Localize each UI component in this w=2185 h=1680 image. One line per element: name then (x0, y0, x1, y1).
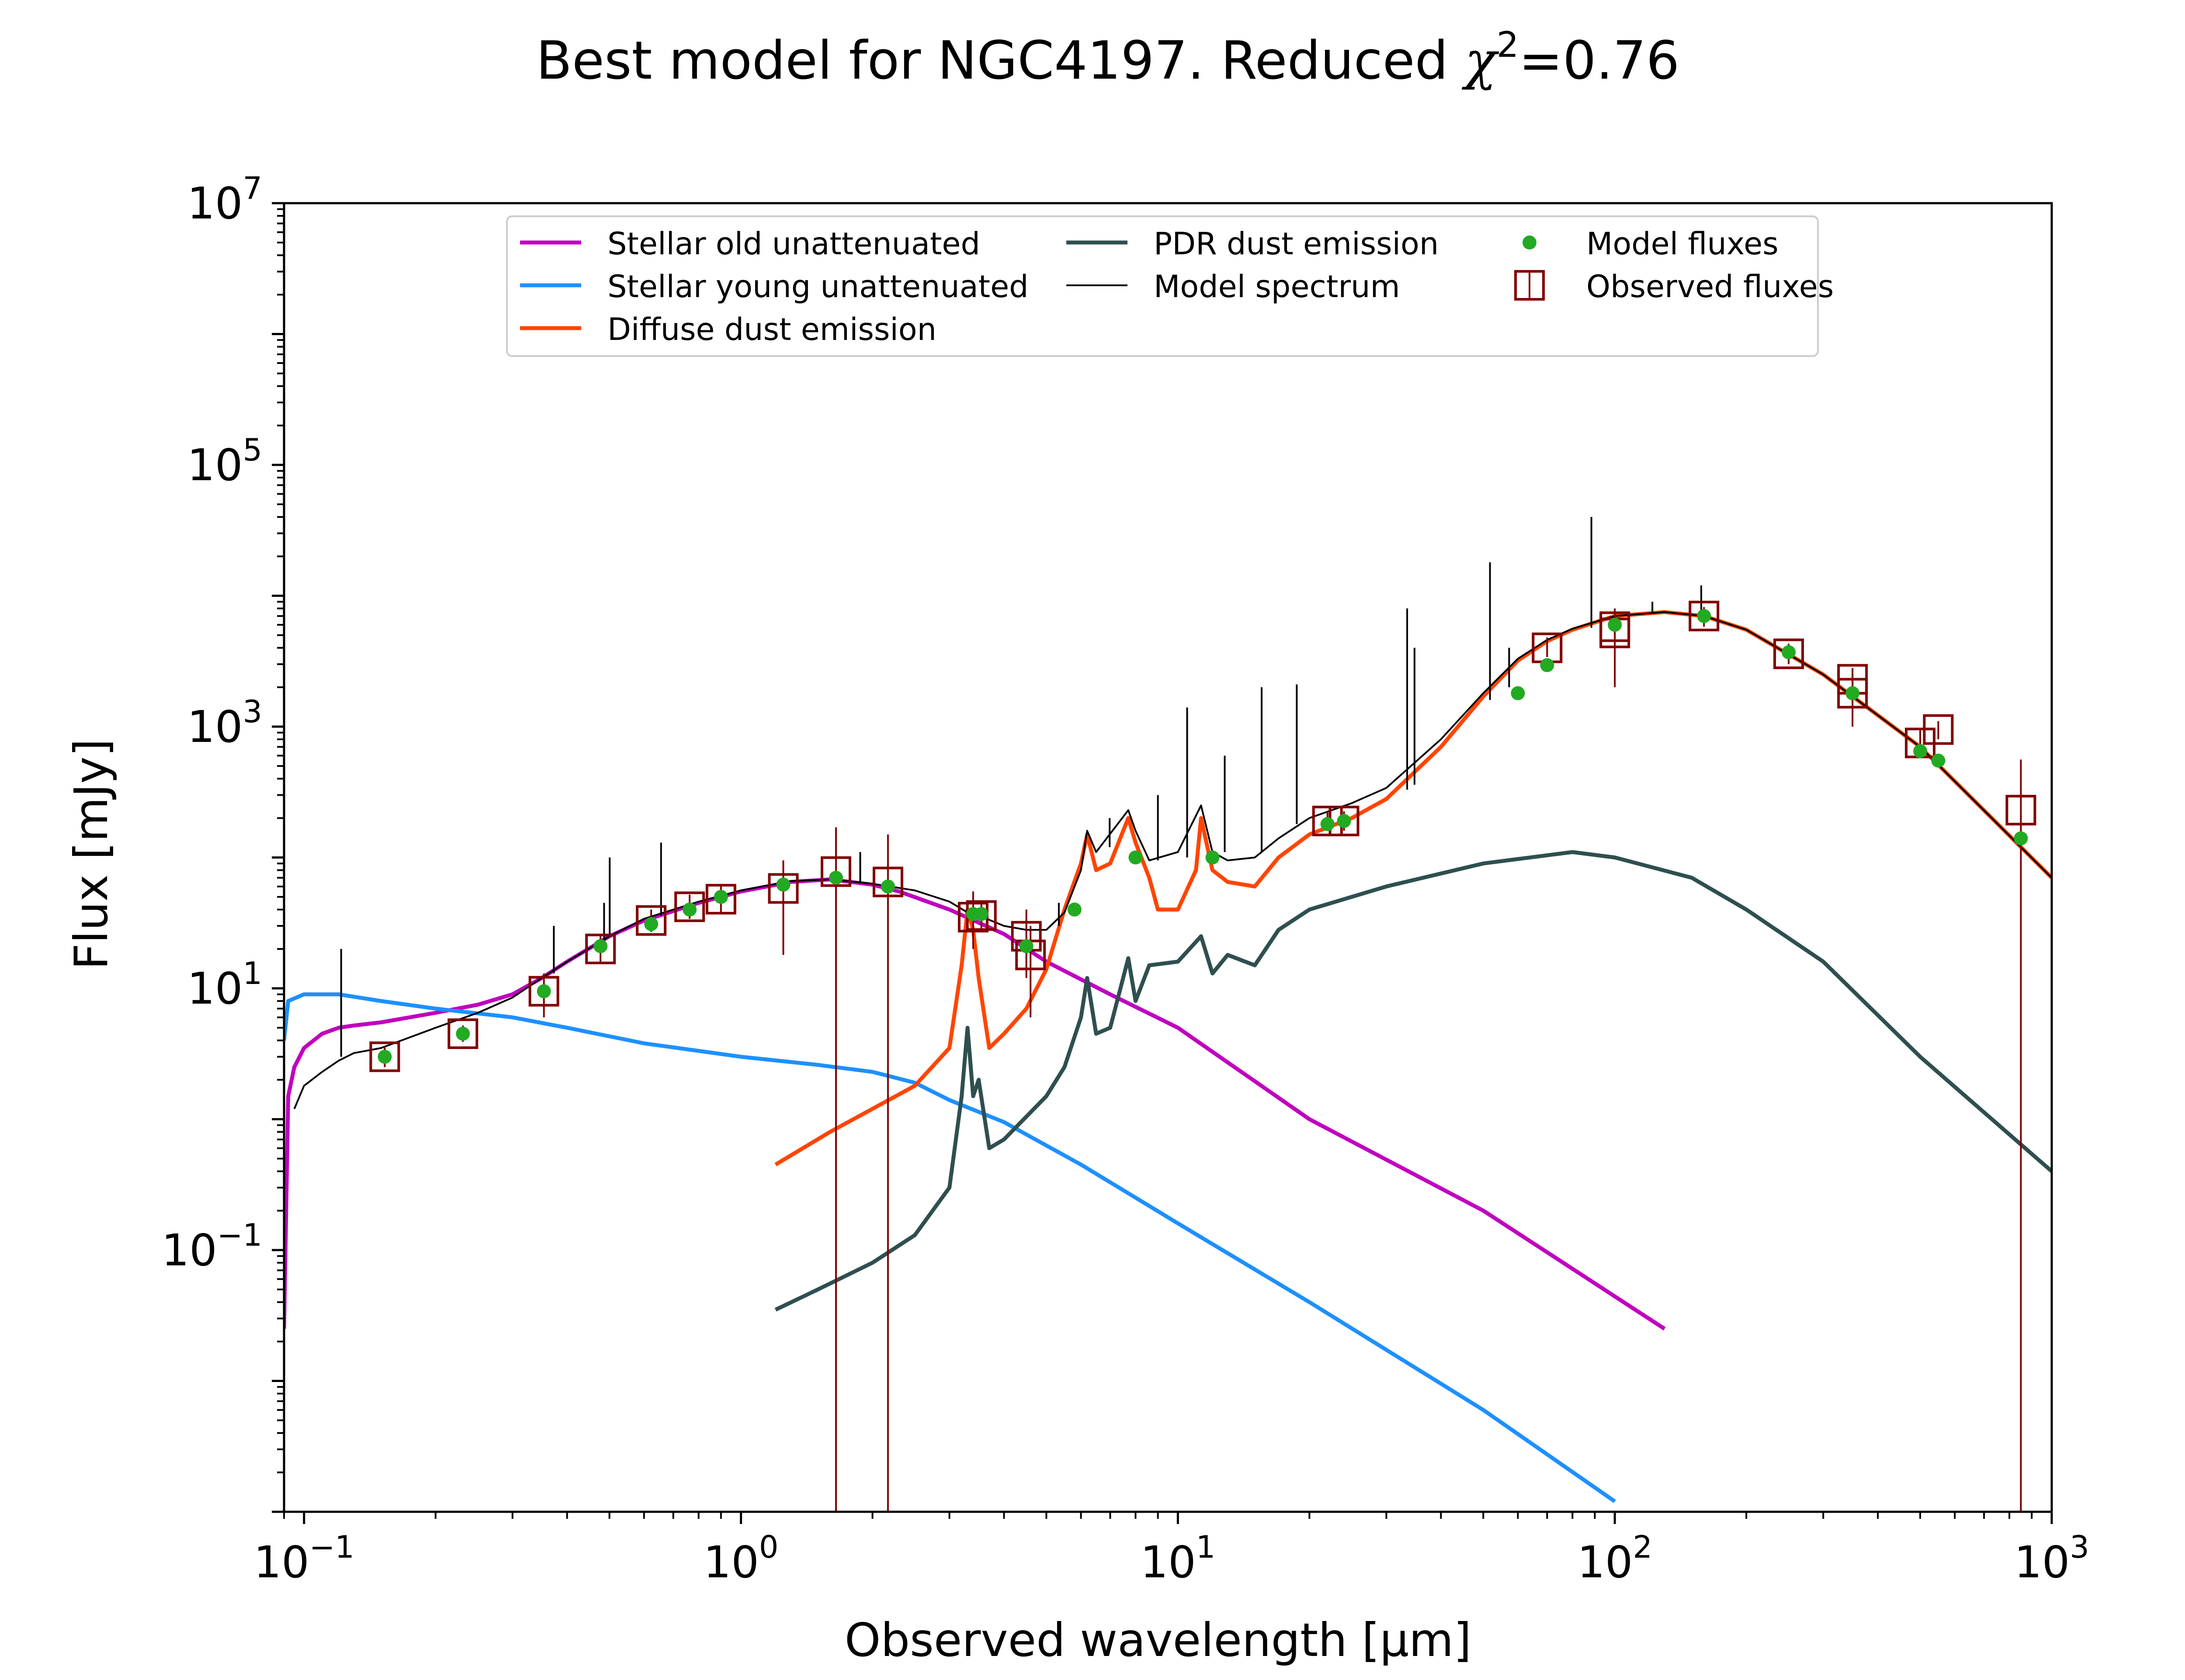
observed-flux-point (768, 873, 799, 904)
model-flux-point (1540, 658, 1554, 672)
model-flux-point (1205, 850, 1220, 865)
model-flux-point (829, 870, 843, 885)
observed-flux-point (1837, 678, 1868, 709)
x-tick-label: 10−1 (254, 1529, 354, 1588)
model-flux-point (683, 902, 697, 917)
model-flux-point (1697, 609, 1711, 623)
x-tick-label: 101 (1140, 1529, 1215, 1588)
legend-item: Stellar young unattenuated (520, 269, 1029, 305)
observed-flux-point (821, 856, 852, 887)
plot-inner (284, 517, 2052, 1512)
legend-label: Model spectrum (1154, 269, 1400, 305)
y-tick-label: 107 (187, 170, 262, 229)
model-flux-point (2014, 831, 2028, 845)
model-flux-point (1320, 817, 1335, 831)
observed-flux-point (2005, 795, 2036, 826)
legend-label: PDR dust emission (1154, 226, 1439, 262)
observed-flux-point (369, 1041, 400, 1072)
observed-flux-point (1689, 600, 1720, 631)
model-flux-point (378, 1050, 392, 1064)
legend-label: Stellar old unattenuated (607, 226, 980, 262)
observed-flux-point (872, 866, 903, 897)
legend-label: Model fluxes (1586, 226, 1779, 262)
observed-flux-point (636, 905, 667, 936)
legend-label: Diffuse dust emission (607, 312, 936, 347)
legend-item: Stellar old unattenuated (520, 226, 980, 262)
legend-item: Model spectrum (1066, 269, 1400, 305)
model-flux-point (714, 890, 728, 904)
legend-label: Observed fluxes (1586, 269, 1834, 305)
model-flux-point (1913, 744, 1928, 759)
series-line-4 (774, 850, 2052, 1312)
y-axis: 10−1 101 103 105 107 (162, 170, 284, 1513)
y-axis-label: Flux [mJy] (65, 739, 118, 970)
observed-flux-point (674, 891, 705, 922)
model-flux-point (1608, 617, 1622, 632)
title-suffix: =0.76 (1519, 31, 1680, 91)
legend-item: PDR dust emission (1066, 226, 1439, 262)
legend-swatch (1523, 236, 1536, 249)
x-axis: 10−1 100 101 102 103 (254, 1512, 2089, 1588)
x-axis-label: Observed wavelength [μm] (845, 1614, 1472, 1667)
legend: Stellar old unattenuated Stellar young un… (506, 215, 1834, 357)
series-line-5 (293, 611, 2052, 1109)
y-tick-label: 105 (187, 432, 262, 491)
model-flux-point (537, 984, 551, 998)
observed-flux-point (447, 1018, 479, 1049)
title-chi-symbol: χ (1462, 31, 1499, 91)
model-flux-point (881, 879, 895, 894)
model-flux-point (456, 1026, 470, 1041)
model-flux-point (1128, 850, 1143, 865)
x-tick-label: 100 (704, 1529, 779, 1588)
title-prefix: Best model for NGC4197. Reduced (536, 31, 1465, 91)
legend-label: Stellar young unattenuated (607, 269, 1029, 305)
model-flux-point (644, 917, 659, 931)
observed-flux-point (1923, 714, 1954, 745)
model-flux-point (974, 907, 988, 921)
title-superscript: 2 (1497, 24, 1519, 65)
x-tick-label: 102 (1577, 1529, 1652, 1588)
observed-flux-point (1773, 638, 1804, 669)
legend-item: Diffuse dust emission (520, 312, 936, 347)
model-flux-point (1931, 753, 1946, 768)
series-line-2 (284, 992, 1616, 1503)
model-flux-point (1511, 686, 1525, 700)
model-flux-point (1337, 814, 1351, 828)
series-line-3 (774, 610, 2052, 1167)
y-tick-label: 10−1 (162, 1217, 262, 1276)
chart-title: Best model for NGC4197. Reduced χ2=0.76 (536, 24, 1680, 91)
y-tick-label: 101 (187, 956, 262, 1014)
model-flux-point (1845, 686, 1860, 700)
model-flux-point (776, 877, 791, 892)
model-flux-point (593, 939, 608, 953)
y-tick-label: 103 (187, 694, 262, 752)
model-flux-point (1067, 902, 1082, 917)
model-flux-point (1782, 645, 1796, 659)
observed-flux-point (528, 976, 559, 1007)
model-flux-point (1019, 939, 1034, 953)
observed-flux-point (1599, 611, 1630, 642)
x-tick-label: 103 (2014, 1529, 2089, 1588)
observed-flux-point (585, 933, 616, 964)
legend-box (506, 215, 1819, 357)
legend-item: Observed fluxes (1514, 269, 1834, 305)
series-line-1 (284, 877, 1666, 1331)
observed-flux-point (705, 883, 736, 914)
legend-item: Model fluxes (1523, 226, 1779, 262)
